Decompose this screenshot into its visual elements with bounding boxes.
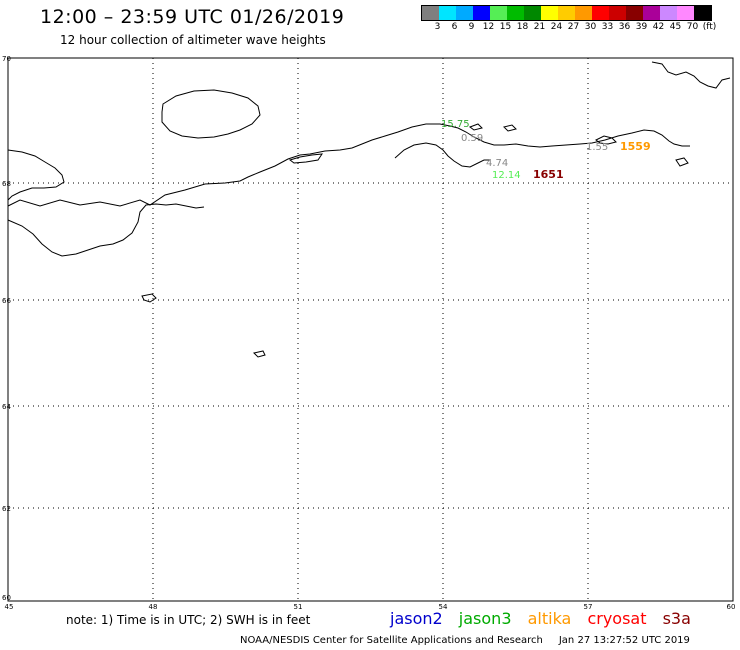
island-east-1	[595, 135, 617, 145]
legend-label: 24	[550, 22, 563, 32]
legend-label: 6	[451, 22, 458, 32]
legend-swatch	[473, 6, 490, 20]
legend-swatch	[592, 6, 609, 20]
legend-swatch	[490, 6, 507, 20]
legend-swatch	[439, 6, 456, 20]
kolguev-island	[161, 89, 261, 139]
legend-swatch	[694, 6, 711, 20]
kola-coast	[7, 149, 65, 201]
legend-label: 30	[584, 22, 597, 32]
island-small-a	[141, 293, 157, 303]
legend-label: 27	[567, 22, 580, 32]
lat-label-64: 64	[2, 403, 11, 411]
novaya-zemlya-tip	[651, 61, 731, 89]
lon-labels: 45 48 51 54 57 60	[5, 603, 736, 611]
lat-labels: 70 68 66 64 62 60	[2, 55, 11, 602]
legend-label: 12	[482, 22, 495, 32]
legend-swatch	[677, 6, 694, 20]
legend-swatch	[422, 6, 439, 20]
legend-label: 39	[635, 22, 648, 32]
legend-label: 33	[601, 22, 614, 32]
lon-label-57: 57	[584, 603, 593, 611]
map-title: 12:00 – 23:59 UTC 01/26/2019	[40, 6, 345, 28]
satellite-altika: altika	[527, 609, 572, 628]
map-subtitle: 12 hour collection of altimeter wave hei…	[60, 33, 326, 47]
lon-label-60: 60	[727, 603, 736, 611]
footer-note: note: 1) Time is in UTC; 2) SWH is in fe…	[66, 613, 311, 627]
wave-height-color-legend	[421, 5, 712, 21]
legend-label: 70	[686, 22, 699, 32]
legend-swatch	[575, 6, 592, 20]
satellite-legend: jason2 jason3 altika cryosat s3a	[390, 609, 702, 628]
legend-swatch	[558, 6, 575, 20]
reading-15-75: 15.75	[441, 119, 470, 130]
lon-label-54: 54	[439, 603, 448, 611]
lat-label-70: 70	[2, 55, 11, 63]
reading-1-55: 1.55	[586, 142, 608, 153]
reading-1559: 1559	[620, 140, 651, 153]
credit-org: NOAA/NESDIS Center for Satellite Applica…	[240, 635, 543, 646]
legend-label: 9	[468, 22, 475, 32]
legend-label: 45	[669, 22, 682, 32]
legend-swatch	[609, 6, 626, 20]
legend-label: 15	[499, 22, 512, 32]
legend-label: 21	[533, 22, 546, 32]
legend-swatch	[541, 6, 558, 20]
coastlines	[7, 61, 731, 358]
lat-label-62: 62	[2, 505, 11, 513]
legend-label: 3	[434, 22, 441, 32]
island-small-b	[253, 350, 266, 358]
reading-4-74: 4.74	[486, 158, 508, 169]
lon-label-45: 45	[5, 603, 14, 611]
island-east-5	[288, 153, 324, 164]
satellite-jason2: jason2	[390, 609, 443, 628]
satellite-jason3: jason3	[458, 609, 512, 628]
lon-label-48: 48	[149, 603, 158, 611]
kanin-peninsula	[7, 203, 205, 257]
island-east-3	[468, 123, 483, 131]
legend-swatch	[660, 6, 677, 20]
graticule	[8, 58, 733, 601]
legend-label: (ft)	[702, 22, 717, 32]
legend-swatch	[643, 6, 660, 20]
satellite-cryosat: cryosat	[587, 609, 647, 628]
reading-0-59: 0.59	[461, 133, 483, 144]
legend-swatch	[456, 6, 473, 20]
reading-12-14: 12.14	[492, 170, 521, 181]
lat-label-68: 68	[2, 180, 11, 188]
island-east-2	[503, 124, 517, 132]
legend-swatch	[626, 6, 643, 20]
legend-label: 42	[652, 22, 665, 32]
credit-timestamp: Jan 27 13:27:52 UTC 2019	[558, 635, 690, 646]
bay-coast-east	[394, 142, 490, 168]
legend-swatch	[507, 6, 524, 20]
map-frame	[7, 57, 734, 602]
legend-label: 18	[516, 22, 529, 32]
reading-1651: 1651	[533, 168, 564, 181]
mainland-coast	[7, 123, 690, 207]
wave-readings: 15.75 0.59 4.74 12.14 1651 1.55 1559	[441, 119, 651, 181]
lat-label-60: 60	[2, 594, 11, 602]
credit-line: NOAA/NESDIS Center for Satellite Applica…	[240, 635, 690, 646]
satellite-s3a: s3a	[662, 609, 691, 628]
legend-swatch	[524, 6, 541, 20]
island-east-4	[675, 157, 689, 167]
lat-label-66: 66	[2, 297, 11, 305]
legend-label: 36	[618, 22, 631, 32]
lon-label-51: 51	[294, 603, 303, 611]
